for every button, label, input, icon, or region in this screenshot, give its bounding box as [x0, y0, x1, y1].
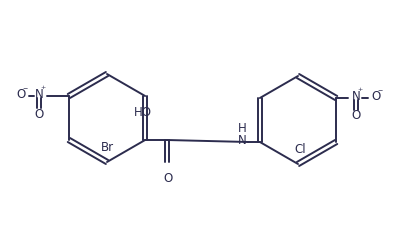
Text: $^-$: $^-$: [376, 87, 384, 96]
Text: HO: HO: [134, 106, 152, 119]
Text: O: O: [34, 108, 44, 120]
Text: N: N: [35, 87, 43, 100]
Text: H
N: H N: [237, 122, 246, 146]
Text: $^-$: $^-$: [21, 85, 29, 94]
Text: N: N: [352, 90, 360, 102]
Text: Br: Br: [100, 141, 114, 154]
Text: $^+$: $^+$: [39, 85, 47, 94]
Text: Cl: Cl: [294, 143, 306, 156]
Text: $^+$: $^+$: [356, 87, 364, 96]
Text: O: O: [16, 87, 25, 100]
Text: O: O: [351, 109, 361, 123]
Text: O: O: [164, 172, 173, 185]
Text: O: O: [372, 90, 381, 102]
